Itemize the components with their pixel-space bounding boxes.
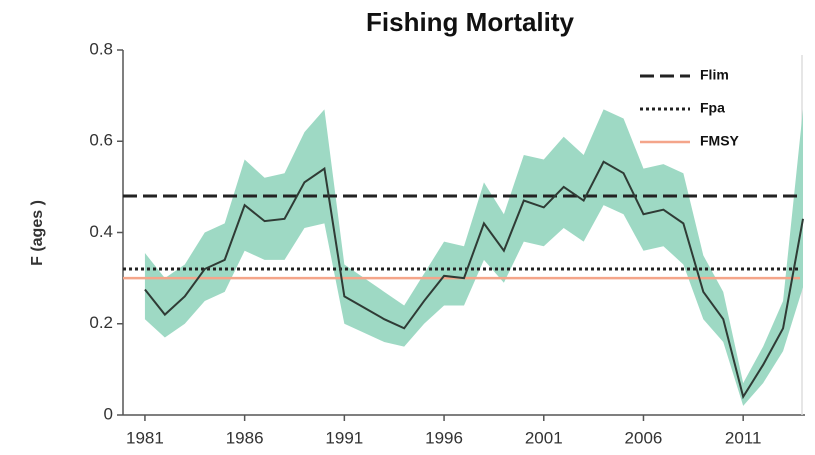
x-tick-label: 1991 [325, 428, 363, 447]
confidence-band [144, 109, 804, 406]
x-tick-label: 1981 [126, 428, 164, 447]
y-tick-label: 0.4 [89, 222, 113, 241]
y-tick-label: 0.2 [89, 313, 113, 332]
legend-label: Fpa [700, 100, 725, 116]
y-tick-label: 0 [104, 404, 113, 423]
legend-label: FMSY [700, 133, 740, 149]
x-tick-label: 2001 [525, 428, 563, 447]
x-tick-label: 2011 [725, 428, 762, 447]
y-tick-label: 0.6 [89, 131, 113, 150]
y-axis-label: F (ages ) [29, 200, 46, 266]
x-tick-label: 1996 [425, 428, 463, 447]
x-tick-label: 2006 [625, 428, 663, 447]
y-tick-label: 0.8 [89, 39, 113, 58]
chart-title: Fishing Mortality [366, 7, 575, 37]
line [144, 160, 804, 400]
legend-label: Flim [700, 67, 729, 83]
x-tick-label: 1986 [226, 428, 264, 447]
